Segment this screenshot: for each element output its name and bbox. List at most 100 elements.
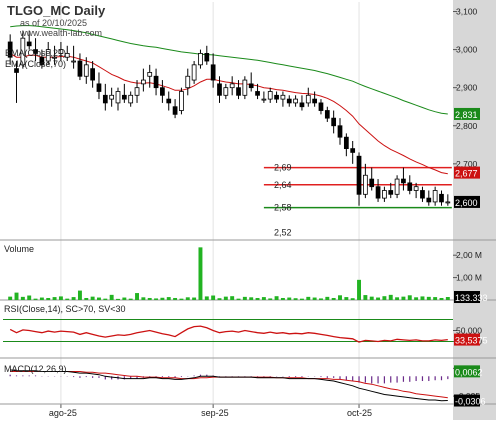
volume-bar: [148, 298, 152, 300]
candle-body: [287, 99, 291, 103]
candle-body: [224, 88, 228, 96]
candle: [179, 88, 183, 115]
volume-bar: [15, 293, 19, 300]
candle-body: [446, 202, 450, 203]
x-tick-label-2: oct-25: [347, 408, 372, 418]
volume-bar: [116, 299, 120, 300]
volume-bar: [344, 297, 348, 300]
volume-bar: [91, 297, 95, 300]
value-axis-strip: [453, 0, 496, 420]
candle-body: [325, 111, 329, 119]
macd-histogram-bar: [377, 376, 378, 383]
macd-panel-title: MACD(12,26,9): [4, 364, 67, 374]
candle-body: [332, 118, 336, 126]
candle-body: [300, 103, 304, 107]
candle-body: [198, 53, 202, 64]
macd-histogram-bar: [29, 375, 30, 376]
volume-bar: [198, 247, 202, 300]
level-label-3: 2,52: [274, 227, 292, 237]
candle-body: [72, 61, 76, 62]
price-last-close: 2,600: [455, 198, 478, 208]
candle-body: [173, 107, 177, 115]
volume-bar: [427, 297, 431, 300]
macd-histogram-bar: [371, 376, 372, 383]
macd-histogram-bar: [181, 376, 182, 377]
candle-body: [110, 95, 114, 99]
volume-tick-label-0: 2,00 M: [456, 250, 482, 260]
macd-histogram-bar: [435, 376, 436, 380]
macd-histogram-bar: [327, 376, 328, 378]
volume-bar: [376, 298, 380, 300]
candle-body: [91, 69, 95, 80]
candle-body: [294, 99, 298, 103]
candle-body: [218, 84, 222, 95]
volume-bar: [401, 297, 405, 300]
candle-body: [15, 69, 19, 73]
volume-bar: [27, 296, 31, 300]
volume-bar: [224, 297, 228, 300]
candle-body: [395, 179, 399, 194]
candle-body: [148, 72, 152, 76]
volume-bar: [243, 297, 247, 300]
volume-bar: [338, 295, 342, 300]
macd-histogram-bar: [98, 376, 99, 378]
macd-histogram-bar: [289, 376, 290, 377]
volume-bar: [306, 297, 310, 300]
macd-histogram-bar: [320, 376, 321, 377]
x-tick-label-0: ago-25: [49, 408, 77, 418]
price-tick-label-0: 3,100: [456, 7, 478, 17]
candle-body: [408, 183, 412, 191]
macd-histogram-bar: [194, 375, 195, 376]
candle-body: [211, 65, 215, 80]
macd-histogram-bar: [162, 376, 163, 377]
volume-bar: [440, 298, 444, 300]
candle-body: [401, 179, 405, 183]
level-label-2: 2,58: [274, 203, 292, 213]
candle-body: [129, 95, 133, 103]
candle-body: [268, 91, 272, 99]
level-label-0: 2,69: [274, 163, 292, 173]
volume-tick-label-1: 1,00 M: [456, 273, 482, 283]
rsi-panel-title: RSI(Close,14), SC>70, SV<30: [4, 304, 126, 314]
source-website: www.wealth-lab.com: [19, 28, 102, 38]
macd-histogram-bar: [422, 376, 423, 381]
volume-bar: [167, 297, 171, 300]
volume-bar: [65, 299, 69, 300]
candle: [395, 175, 399, 198]
macd-histogram-bar: [22, 375, 23, 376]
rsi-last-value: 33,5375: [455, 336, 488, 346]
volume-bar: [433, 297, 437, 300]
chart-title: TLGO_MC Daily: [7, 3, 106, 18]
volume-bar: [275, 296, 279, 300]
candle-body: [78, 61, 82, 76]
volume-bar: [46, 298, 50, 300]
candle-body: [275, 95, 279, 99]
candle: [243, 76, 247, 99]
candle-body: [338, 126, 342, 137]
volume-bar: [294, 298, 298, 300]
candle-body: [141, 80, 145, 84]
level-label-1: 2,64: [274, 180, 292, 190]
macd-histogram-bar: [384, 376, 385, 383]
volume-bar: [256, 298, 260, 300]
volume-bar: [8, 297, 12, 300]
candle-body: [433, 190, 437, 201]
macd-histogram-bar: [409, 376, 410, 382]
volume-bar: [192, 298, 196, 300]
volume-bar: [179, 299, 183, 300]
candle: [192, 61, 196, 84]
macd-histogram-bar: [352, 376, 353, 381]
candle-body: [389, 190, 393, 194]
volume-bar: [173, 298, 177, 300]
volume-bar: [122, 298, 126, 300]
macd-histogram-bar: [301, 376, 302, 377]
as-of-date: as of 20/10/2025: [20, 18, 87, 28]
ema70-legend: EMA(Close,70): [5, 59, 66, 69]
candle-body: [256, 91, 260, 95]
price-tick-label-1: 3,000: [456, 45, 478, 55]
volume-bar: [72, 297, 76, 300]
candle-body: [192, 65, 196, 80]
macd-histogram-bar: [428, 376, 429, 381]
candle-body: [27, 42, 31, 46]
